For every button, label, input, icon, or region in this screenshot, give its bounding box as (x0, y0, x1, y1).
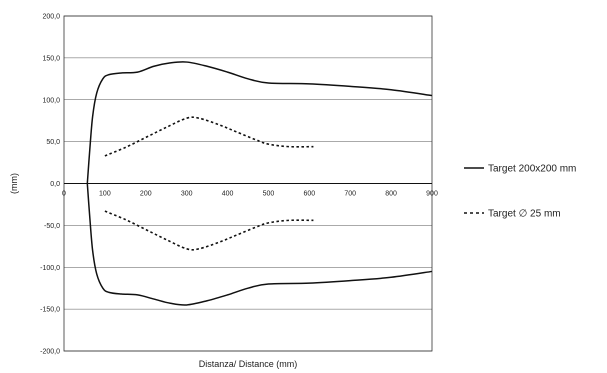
x-tick-label: 300 (181, 191, 193, 198)
y-tick-label: -100,0 (40, 265, 60, 272)
x-tick-labels: 0 100 200 300 400 500 600 700 800 900 (62, 191, 438, 198)
x-tick-label: 800 (385, 191, 397, 198)
x-tick-label: 700 (344, 191, 356, 198)
series-target-200x200-lower (86, 183, 433, 306)
x-tick-label: 500 (263, 191, 275, 198)
legend-label-target-25: Target ∅ 25 mm (488, 209, 561, 220)
y-tick-label: -50,0 (44, 223, 60, 230)
y-tick-label: -150,0 (40, 307, 60, 314)
x-tick-label: 900 (426, 191, 438, 198)
y-tick-label: 50,0 (46, 139, 60, 146)
y-tick-label: 150,0 (42, 55, 60, 62)
y-tick-label: 0,0 (50, 181, 60, 188)
series-target-25-upper (104, 116, 314, 157)
y-axis-title: (mm) (9, 173, 19, 194)
x-axis-title: Distanza/ Distance (mm) (199, 359, 298, 369)
series-lines (86, 61, 433, 306)
series-target-25-lower (104, 210, 314, 251)
x-tick-label: 400 (222, 191, 234, 198)
x-tick-label: 200 (140, 191, 152, 198)
x-tick-label: 0 (62, 191, 66, 198)
y-tick-label: 200,0 (42, 14, 60, 21)
x-tick-label: 600 (303, 191, 315, 198)
y-tick-labels: 200,0 150,0 100,0 50,0 0,0 -50,0 -100,0 -150,0 -… (40, 14, 60, 356)
series-target-200x200-upper (86, 61, 433, 184)
y-tick-label: 100,0 (42, 97, 60, 104)
legend: Target 200x200 mm Target ∅ 25 mm (464, 164, 576, 220)
x-tick-label: 100 (99, 191, 111, 198)
y-tick-label: -200,0 (40, 349, 60, 356)
legend-label-target-200x200: Target 200x200 mm (488, 164, 576, 175)
